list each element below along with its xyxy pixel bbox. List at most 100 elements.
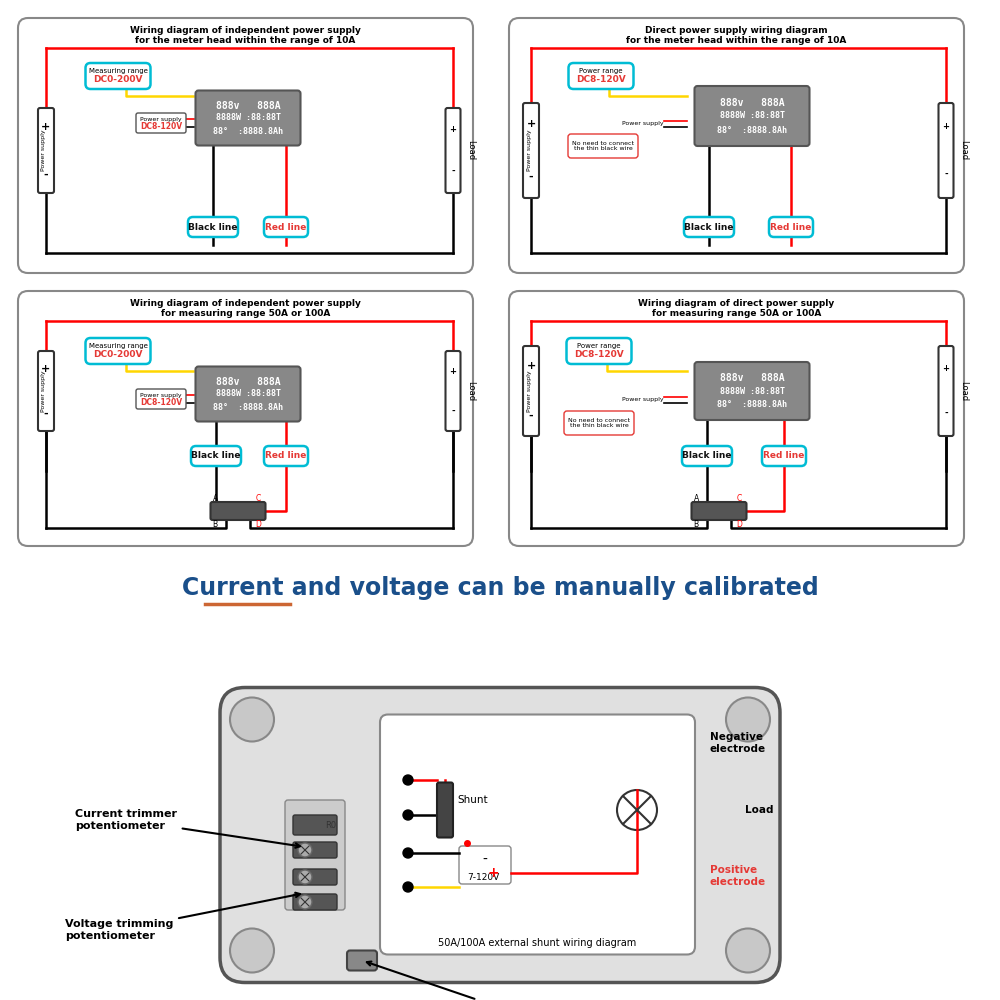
Text: Measuring range: Measuring range (89, 68, 147, 74)
Text: C: C (736, 494, 742, 503)
Text: 8888W :88:88T: 8888W :88:88T (216, 113, 280, 122)
Text: -: - (44, 408, 48, 418)
Text: Power supply: Power supply (526, 130, 532, 171)
FancyBboxPatch shape (692, 502, 746, 520)
Text: Positive
electrode: Positive electrode (710, 865, 766, 887)
Text: DC0-200V: DC0-200V (93, 350, 143, 359)
Text: +: + (526, 361, 536, 371)
Text: Power supply: Power supply (622, 396, 664, 401)
FancyBboxPatch shape (196, 91, 300, 145)
Text: Power range: Power range (577, 343, 621, 349)
FancyBboxPatch shape (293, 815, 337, 835)
Text: Red line: Red line (770, 223, 812, 232)
Text: 50A/100A external shunt wiring diagram: 50A/100A external shunt wiring diagram (438, 938, 637, 948)
Text: 88°  :8888.8Ah: 88° :8888.8Ah (717, 126, 787, 135)
Circle shape (403, 882, 413, 892)
FancyBboxPatch shape (564, 411, 634, 435)
FancyBboxPatch shape (437, 782, 453, 838)
FancyBboxPatch shape (682, 446, 732, 466)
FancyBboxPatch shape (446, 108, 460, 193)
Text: R0: R0 (325, 820, 336, 830)
Text: A: A (694, 494, 699, 503)
Text: Load: Load (466, 140, 476, 161)
Text: Measuring range: Measuring range (89, 343, 147, 349)
Text: Black line: Black line (191, 452, 241, 460)
Text: Power supply: Power supply (42, 370, 46, 412)
FancyBboxPatch shape (694, 362, 810, 420)
FancyBboxPatch shape (293, 894, 337, 910)
FancyBboxPatch shape (264, 446, 308, 466)
Text: D: D (736, 520, 742, 529)
Circle shape (726, 698, 770, 742)
Text: Power supply: Power supply (622, 120, 664, 125)
Text: +: + (487, 866, 499, 880)
Text: Power supply: Power supply (140, 117, 182, 122)
FancyBboxPatch shape (459, 846, 511, 884)
Text: Voltage trimming
potentiometer: Voltage trimming potentiometer (65, 893, 300, 941)
Text: 88°  :8888.8Ah: 88° :8888.8Ah (717, 400, 787, 409)
Text: 888v   888A: 888v 888A (720, 373, 784, 383)
Text: -: - (529, 411, 533, 421)
Text: Black line: Black line (684, 223, 734, 232)
FancyBboxPatch shape (347, 950, 377, 970)
Text: Load: Load (960, 381, 968, 401)
FancyBboxPatch shape (264, 217, 308, 237)
FancyBboxPatch shape (136, 113, 186, 133)
Circle shape (298, 843, 312, 857)
Text: DC8-120V: DC8-120V (574, 350, 624, 359)
Circle shape (403, 848, 413, 858)
Text: D: D (256, 520, 261, 529)
Text: +: + (450, 125, 456, 134)
Text: 88°  :8888.8Ah: 88° :8888.8Ah (213, 403, 283, 412)
Text: Shunt: Shunt (457, 795, 488, 805)
FancyBboxPatch shape (86, 338, 150, 364)
FancyBboxPatch shape (38, 108, 54, 193)
FancyBboxPatch shape (684, 217, 734, 237)
Text: Wiring diagram of direct power supply
for measuring range 50A or 100A: Wiring diagram of direct power supply fo… (638, 299, 835, 318)
Text: 888v   888A: 888v 888A (216, 101, 280, 111)
Text: -: - (529, 172, 533, 182)
Text: A: A (212, 494, 218, 503)
FancyBboxPatch shape (568, 63, 634, 89)
FancyBboxPatch shape (293, 869, 337, 885)
FancyBboxPatch shape (285, 800, 345, 910)
FancyBboxPatch shape (568, 134, 638, 158)
FancyBboxPatch shape (18, 18, 473, 273)
Text: DC8-120V: DC8-120V (140, 122, 182, 131)
FancyBboxPatch shape (380, 714, 695, 954)
Circle shape (617, 790, 657, 830)
Text: 888v   888A: 888v 888A (720, 98, 784, 108)
Text: B: B (212, 520, 218, 529)
Text: Black line: Black line (682, 452, 732, 460)
FancyBboxPatch shape (188, 217, 238, 237)
FancyBboxPatch shape (86, 63, 150, 89)
Text: -: - (451, 167, 455, 176)
Text: No need to connect
the thin black wire: No need to connect the thin black wire (568, 418, 630, 428)
Text: -: - (44, 169, 48, 179)
Text: -: - (483, 853, 487, 867)
Text: Negative
electrode: Negative electrode (710, 732, 766, 754)
FancyBboxPatch shape (694, 86, 810, 146)
FancyBboxPatch shape (938, 103, 954, 198)
FancyBboxPatch shape (210, 502, 266, 520)
Text: +: + (450, 366, 456, 375)
Text: Red line: Red line (763, 452, 805, 460)
Text: Load: Load (960, 140, 968, 161)
Text: 8888W :88:88T: 8888W :88:88T (216, 389, 280, 398)
Text: Load: Load (466, 381, 476, 401)
FancyBboxPatch shape (38, 351, 54, 431)
Text: 8888W :88:88T: 8888W :88:88T (720, 111, 784, 120)
Circle shape (726, 928, 770, 972)
Text: Load: Load (745, 805, 774, 815)
Text: Long press this button for 3 seconds, the current value returns to zero: Long press this button for 3 seconds, th… (291, 962, 709, 1000)
Text: 888v   888A: 888v 888A (216, 377, 280, 387)
FancyBboxPatch shape (509, 18, 964, 273)
Text: Red line: Red line (265, 223, 307, 232)
Text: Power supply: Power supply (526, 370, 532, 412)
FancyBboxPatch shape (769, 217, 813, 237)
Text: Wiring diagram of independent power supply
for the meter head within the range o: Wiring diagram of independent power supp… (130, 26, 361, 45)
Text: +: + (942, 364, 950, 373)
Circle shape (403, 810, 413, 820)
Text: 7-120V: 7-120V (467, 872, 499, 882)
FancyBboxPatch shape (191, 446, 241, 466)
